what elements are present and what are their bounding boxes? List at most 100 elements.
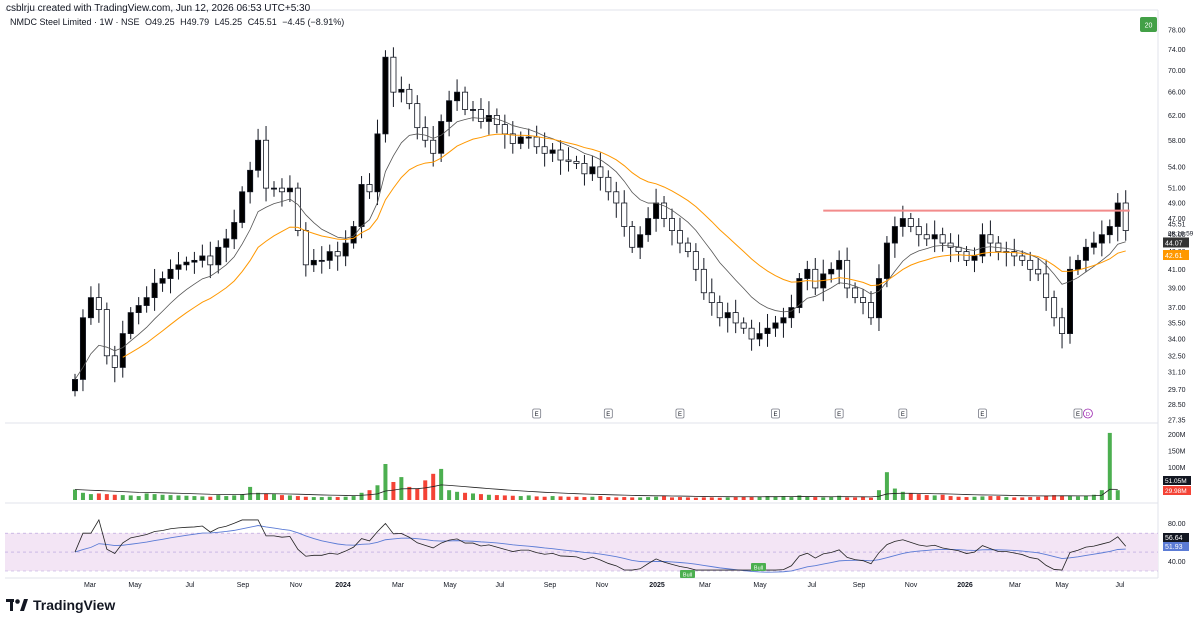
time-tick-label: May <box>128 582 142 589</box>
candle-body <box>716 302 723 319</box>
volume-bar <box>240 494 245 500</box>
volume-bar <box>677 497 682 500</box>
volume-bar <box>272 494 276 500</box>
candle-body <box>915 226 922 236</box>
volume-bar <box>821 497 826 500</box>
volume-bar <box>932 495 937 500</box>
time-tick-label: Sep <box>237 582 250 589</box>
candle-body <box>72 379 79 392</box>
symbol-title[interactable]: NMDC Steel Limited · 1W · NSE <box>10 17 140 27</box>
volume-bar <box>1012 497 1017 500</box>
time-tick-label: Mar <box>699 582 712 589</box>
volume-bar <box>781 496 786 500</box>
candle-body <box>971 255 978 261</box>
volume-bar <box>853 497 858 500</box>
ema-long-price-tag <box>1163 250 1189 261</box>
candle-body <box>629 226 636 248</box>
candle-body <box>828 268 835 275</box>
bull-tag <box>680 570 695 578</box>
volume-bar <box>502 495 507 500</box>
candle-body <box>382 56 389 135</box>
candle-body <box>557 149 564 161</box>
volume-bar <box>136 496 141 500</box>
badge-box <box>1140 17 1157 32</box>
candle-body <box>883 242 890 279</box>
volume-bar <box>940 494 945 500</box>
bull-tag <box>751 563 766 571</box>
price-tick-label: 28.50 <box>1168 402 1186 409</box>
candle-body <box>1074 259 1081 270</box>
candle-body <box>167 268 174 279</box>
candle-body <box>812 268 819 289</box>
rsi-ma-tag <box>1163 542 1189 551</box>
volume-bar <box>749 497 754 500</box>
volume-bar <box>996 496 1001 500</box>
volume-bar <box>327 496 332 500</box>
candle-body <box>676 230 683 244</box>
candle-body <box>334 251 341 257</box>
volume-bar <box>876 490 881 500</box>
symbol-legend[interactable]: NMDC Steel Limited · 1W · NSE O49.25 H49… <box>10 17 347 27</box>
volume-bar <box>980 496 985 500</box>
tradingview-logo-icon <box>6 599 28 611</box>
volume-bar <box>630 497 635 500</box>
candle-body <box>1011 251 1018 257</box>
candle-body <box>191 259 198 263</box>
candle-body <box>724 312 731 319</box>
candle-body <box>645 218 652 236</box>
volume-bar <box>1028 497 1033 500</box>
candle-body <box>270 187 277 190</box>
time-tick-label: Nov <box>905 582 918 589</box>
candle-body <box>788 307 795 319</box>
volume-bar <box>176 495 181 500</box>
volume-bar <box>685 497 690 500</box>
candle-body <box>223 238 230 248</box>
candle-body <box>669 218 676 231</box>
candle-body <box>454 91 461 102</box>
volume-bar <box>295 496 300 500</box>
candle-body <box>939 234 946 244</box>
volume-bar <box>1115 490 1120 500</box>
volume-tick-label: 150M <box>1168 448 1186 455</box>
volume-bar <box>303 496 308 500</box>
volume-bar <box>439 468 444 500</box>
candle-body <box>239 191 246 223</box>
candle-body <box>1043 273 1050 299</box>
candle-body <box>860 297 867 303</box>
earnings-marker-label: E <box>535 412 539 418</box>
volume-bar <box>813 497 818 500</box>
volume-bar <box>654 496 659 500</box>
tradingview-logo[interactable]: TradingView <box>6 597 115 613</box>
rsi-tick-label: 80.00 <box>1168 521 1186 528</box>
dividend-marker <box>1083 408 1093 419</box>
candle-body <box>525 136 532 139</box>
volume-bar <box>582 497 587 500</box>
volume-bar <box>1075 496 1080 500</box>
volume-bar <box>478 494 483 500</box>
bull-tag-text: Bull <box>683 573 692 579</box>
price-tick-label: 47.00 <box>1168 216 1186 223</box>
candle-body <box>1067 268 1074 334</box>
time-tick-label: 2025 <box>649 582 665 589</box>
price-tick-label: 49.00 <box>1168 201 1186 208</box>
ema-long-price-tag-text: 42.61 <box>1165 253 1183 260</box>
candle-body <box>740 322 747 329</box>
candle-body <box>868 302 875 319</box>
volume-bar <box>1068 496 1072 500</box>
volume-bar <box>733 497 738 500</box>
volume-bar <box>574 496 579 500</box>
volume-bar <box>463 492 468 500</box>
ema-long-line <box>122 133 1126 358</box>
volume-bar <box>884 472 889 500</box>
volume-bar <box>638 497 643 500</box>
earnings-marker <box>771 408 780 419</box>
time-tick-label: Nov <box>596 582 609 589</box>
candle-body <box>342 242 349 257</box>
candle-body <box>159 278 166 284</box>
candle-body <box>430 139 437 154</box>
price-tick-label: 29.70 <box>1168 387 1186 394</box>
candle-body <box>907 218 914 227</box>
candle-body <box>581 163 588 175</box>
volume-bar <box>1052 495 1057 500</box>
